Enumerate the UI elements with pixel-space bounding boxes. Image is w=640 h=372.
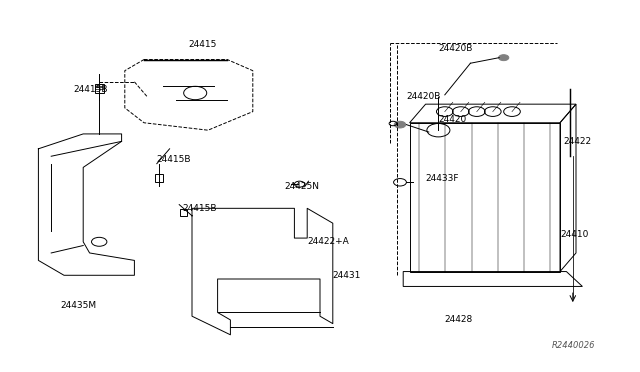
Text: 24415B: 24415B (182, 204, 217, 213)
Text: 24428: 24428 (445, 315, 473, 324)
FancyBboxPatch shape (180, 209, 187, 216)
Text: 24420B: 24420B (406, 92, 441, 101)
Text: 24410: 24410 (560, 230, 588, 239)
FancyBboxPatch shape (95, 84, 104, 93)
Text: 24415B: 24415B (157, 155, 191, 164)
Circle shape (499, 55, 509, 61)
FancyBboxPatch shape (155, 174, 163, 182)
Text: 24415: 24415 (189, 40, 217, 49)
Text: 24415B: 24415B (74, 85, 108, 94)
Text: 24422+A: 24422+A (307, 237, 349, 246)
Text: 24420B: 24420B (438, 44, 473, 53)
Text: 24433F: 24433F (426, 174, 459, 183)
Text: 24422: 24422 (563, 137, 591, 146)
Text: 24431: 24431 (333, 271, 361, 280)
Text: 24425N: 24425N (285, 182, 320, 190)
Text: R2440026: R2440026 (552, 341, 595, 350)
Circle shape (394, 121, 406, 128)
Text: 24420: 24420 (438, 115, 467, 124)
Text: 24435M: 24435M (61, 301, 97, 310)
